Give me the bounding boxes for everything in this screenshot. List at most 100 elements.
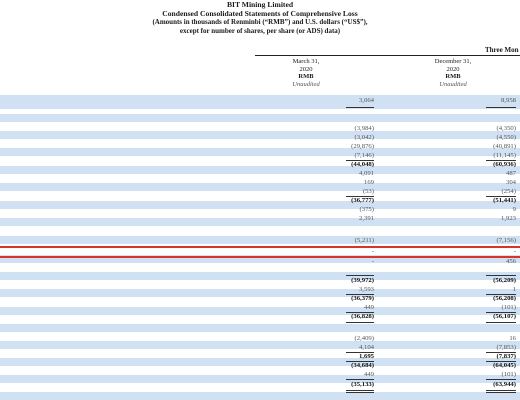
rule [486,361,516,362]
rule [346,312,374,313]
row-band [0,148,520,156]
rule [346,361,374,362]
cell-march: 3,593 [358,286,374,293]
cell-march: (2,409) [354,335,374,342]
rule [486,322,516,323]
cell-highlighted-march: - [371,248,374,255]
period-header: Three Mon [485,46,519,54]
cell-march: 2,391 [358,215,374,222]
cell-march: (5,211) [354,237,374,244]
rule [486,294,516,295]
column-status: Unaudited [439,80,467,88]
cell-march: 449 [363,371,374,378]
column-date: March 31, [292,58,320,65]
cell-december: (11,145) [493,152,516,159]
cell-december: (7,156) [496,237,516,244]
cell-december: 487 [505,170,516,177]
rule [346,390,374,391]
row-band [0,358,520,366]
highlight-line-top [0,246,520,248]
cell-march: (3,984) [354,125,374,132]
column-year: 2020 [299,65,313,73]
cell-revenue-march: 3,064 [358,97,374,104]
cell-subtotal-march: (44,048) [351,161,374,168]
units-note-2: except for number of shares, per share (… [179,27,341,35]
cell-march: (7,146) [354,152,374,159]
column-date: December 31, [434,58,472,65]
cell-december: (7,853) [496,344,516,351]
cell-december: 1,923 [500,215,516,222]
cell-march: 169 [363,179,374,186]
rule [346,294,374,295]
rule [486,107,516,108]
cell-march: (53) [362,188,374,195]
cell-subtotal-march: (36,379) [351,295,374,302]
cell-subtotal-march: (36,828) [351,313,374,320]
row-band [0,341,520,349]
cell-december: (101) [501,304,517,311]
cell-subtotal-december: (56,208) [493,295,516,302]
cell-subtotal-march: 1,695 [358,353,374,360]
row-band [0,131,520,139]
row-band [0,272,520,280]
cell-march: 4,104 [358,344,374,351]
highlight-line-bottom [0,256,520,258]
cell-march: 4,091 [358,170,374,177]
rule [346,322,374,323]
column-header-december-2020: December 31, 2020 RMB Unaudited [403,58,503,88]
column-currency: RMB [445,73,461,80]
cell-december: (101) [501,371,517,378]
statement-title: Condensed Consolidated Statements of Com… [162,9,358,18]
row-band [0,392,520,400]
row-band [0,114,520,122]
row-band [0,236,520,244]
cell-december: 1 [512,286,516,293]
rule [486,392,516,393]
cell-december: 304 [505,179,516,186]
cell-subtotal-december: (56,107) [493,313,516,320]
rule [486,275,516,276]
rule [486,160,516,161]
cell-december: (254) [501,188,517,195]
period-underline [255,55,520,56]
row-band [0,201,520,209]
rule [486,312,516,313]
row-band [0,307,520,315]
rule [486,196,516,197]
cell-subtotal-december: (7,837) [496,353,516,360]
cell-december: 16 [509,335,516,342]
rule [346,107,374,108]
cell-total-december: (63,944) [493,381,516,388]
cell-march: 449 [363,304,374,311]
cell-december: (4,350) [496,125,516,132]
cell-highlighted-december: - [513,248,516,255]
column-currency: RMB [298,73,314,80]
cell-subtotal-march: (39,972) [351,277,374,284]
rule [346,275,374,276]
row-band [0,95,520,109]
cell-subtotal-december: (60,936) [493,161,516,168]
cell-march: (375) [359,206,375,213]
rule [486,390,516,391]
column-header-march-2020: March 31, 2020 RMB Unaudited [256,58,356,88]
rule [346,196,374,197]
cell-subtotal-march: (36,777) [351,197,374,204]
cell-subtotal-december: (56,209) [493,277,516,284]
cell-subtotal-march: (34,684) [351,362,374,369]
cell-subtotal-december: (51,441) [493,197,516,204]
row-band [0,289,520,297]
cell-march: (29,876) [351,143,374,150]
cell-march: - [371,258,374,265]
cell-subtotal-december: (64,045) [493,362,516,369]
row-band [0,183,520,191]
cell-total-march: (35,133) [351,381,374,388]
column-status: Unaudited [292,80,320,88]
units-note: (Amounts in thousands of Renminbi (“RMB”… [152,18,368,26]
cell-revenue-december: 8,958 [500,97,516,104]
row-band [0,255,520,263]
rule [346,160,374,161]
row-band [0,324,520,332]
row-band [0,375,520,383]
company-name: BIT Mining Limited [226,0,294,9]
cell-december: (4,550) [496,134,516,141]
